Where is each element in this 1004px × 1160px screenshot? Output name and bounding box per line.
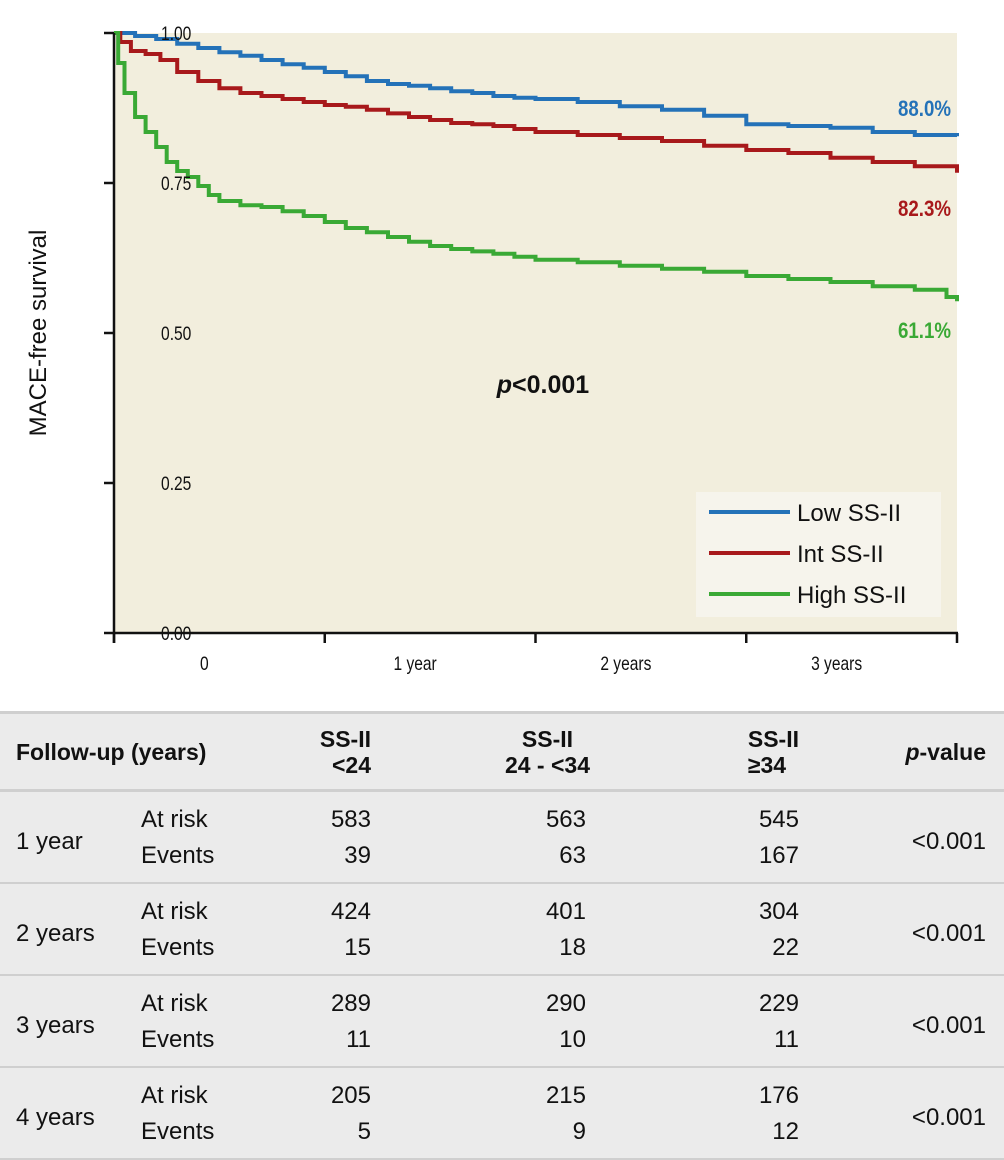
p-italic: p	[496, 371, 512, 399]
end-labels: 88.0% 82.3% 61.1%	[898, 98, 951, 344]
events-int: 18	[559, 934, 586, 961]
risk-table-header: Follow-up (years) SS-II <24 SS-II 24 - <34…	[0, 712, 1004, 791]
legend-label: Int SS-II	[797, 541, 884, 568]
legend-label: Low SS-II	[797, 500, 901, 527]
axes-layer: 0.00 0.25 0.50 0.75 1.00 0 1 year 2 years 3 year…	[104, 23, 959, 675]
legend: Low SS-II Int SS-II High SS-II	[696, 492, 941, 617]
period-label: 2 years	[16, 920, 95, 947]
header-group-low: SS-II <24	[281, 713, 371, 791]
at-risk-int: 563	[545, 806, 586, 833]
at-risk-label: At risk	[141, 898, 208, 925]
events-int: 63	[559, 842, 586, 869]
events-high: 167	[758, 842, 799, 869]
period-label: 1 year	[16, 828, 83, 855]
header-high-line1: SS-II	[747, 725, 799, 752]
table-row-at-risk: 4 years At risk 205 215 176 <0.001	[0, 1067, 1004, 1131]
risk-table-body: 1 year At risk 583 563 545 <0.001 Events 39 63 16…	[0, 791, 1004, 1159]
at-risk-label: At risk	[141, 806, 208, 833]
header-low-line1: SS-II	[319, 725, 371, 752]
header-int-line2: 24 - <34	[504, 751, 590, 778]
end-label-int-ss-ii: 82.3%	[898, 198, 951, 222]
series-line-low-ss-ii	[114, 31, 959, 137]
at-risk-label: At risk	[141, 990, 208, 1017]
events-low: 39	[344, 842, 371, 869]
series-line-high-ss-ii	[114, 31, 959, 302]
p-value-cell: <0.001	[911, 1012, 986, 1039]
end-label-high-ss-ii: 61.1%	[898, 320, 951, 344]
events-high: 11	[774, 1026, 799, 1053]
x-tick-label: 2 years	[600, 653, 651, 675]
events-label: Events	[141, 842, 215, 869]
y-tick-label: 0.00	[161, 623, 191, 645]
legend-label: High SS-II	[797, 582, 906, 609]
header-group-high: SS-II ≥34	[586, 713, 799, 791]
y-tick-label: 0.25	[161, 473, 191, 495]
period-label: 3 years	[16, 1012, 95, 1039]
header-int-line1: SS-II	[521, 725, 574, 752]
y-tick-label: 0.75	[161, 173, 191, 195]
y-tick-label: 0.50	[161, 323, 191, 345]
events-label: Events	[141, 1118, 215, 1145]
at-risk-label: At risk	[141, 1082, 208, 1109]
header-high-line2: ≥34	[747, 751, 787, 778]
x-tick-label: 3 years	[811, 653, 862, 675]
table-row-events: Events 11 10 11	[0, 1022, 1004, 1067]
km-survival-chart: 0.00 0.25 0.50 0.75 1.00 0 1 year 2 years 3 year…	[25, 23, 959, 675]
x-tick-label: 0	[200, 653, 209, 675]
events-int: 9	[572, 1118, 586, 1145]
table-row-at-risk: 2 years At risk 424 401 304 <0.001	[0, 883, 1004, 947]
at-risk-high: 229	[758, 990, 799, 1017]
table-row-at-risk: 1 year At risk 583 563 545 <0.001	[0, 791, 1004, 855]
table-row-at-risk: 3 years At risk 289 290 229 <0.001	[0, 975, 1004, 1039]
at-risk-int: 401	[545, 898, 586, 925]
series-layer	[114, 31, 959, 302]
events-int: 10	[559, 1026, 586, 1053]
header-pvalue-rest: -value	[919, 738, 986, 765]
table-row-events: Events 39 63 167	[0, 838, 1004, 883]
header-followup: Follow-up (years)	[16, 738, 207, 765]
header-pvalue: p-value	[799, 713, 1004, 791]
p-value-text: <0.001	[512, 371, 589, 399]
header-pvalue-italic: p	[905, 738, 920, 765]
header-group-int: SS-II 24 - <34	[371, 713, 590, 791]
y-axis-title: MACE-free survival	[25, 230, 52, 437]
at-risk-low: 205	[330, 1082, 371, 1109]
events-label: Events	[141, 1026, 215, 1053]
p-value-cell: <0.001	[911, 828, 986, 855]
p-value-cell: <0.001	[911, 1104, 986, 1131]
at-risk-int: 290	[545, 990, 586, 1017]
p-value-annotation: p<0.001	[496, 371, 590, 399]
end-label-low-ss-ii: 88.0%	[898, 98, 951, 122]
at-risk-high: 545	[758, 806, 799, 833]
events-high: 22	[772, 934, 799, 961]
period-label: 4 years	[16, 1104, 95, 1131]
y-tick-label: 1.00	[161, 23, 191, 45]
at-risk-int: 215	[545, 1082, 586, 1109]
risk-table: Follow-up (years) SS-II <24 SS-II 24 - <34…	[0, 711, 1004, 1160]
p-value-cell: <0.001	[911, 920, 986, 947]
at-risk-low: 583	[330, 806, 371, 833]
header-low-line2: <24	[331, 751, 371, 778]
series-line-int-ss-ii	[114, 31, 959, 173]
at-risk-high: 176	[758, 1082, 799, 1109]
events-label: Events	[141, 934, 215, 961]
table-row-events: Events 15 18 22	[0, 930, 1004, 975]
events-high: 12	[772, 1118, 799, 1145]
events-low: 15	[344, 934, 371, 961]
events-low: 11	[346, 1026, 371, 1053]
at-risk-low: 424	[330, 898, 371, 925]
events-low: 5	[357, 1118, 371, 1145]
at-risk-low: 289	[330, 990, 371, 1017]
at-risk-high: 304	[758, 898, 799, 925]
x-tick-label: 1 year	[393, 653, 436, 675]
